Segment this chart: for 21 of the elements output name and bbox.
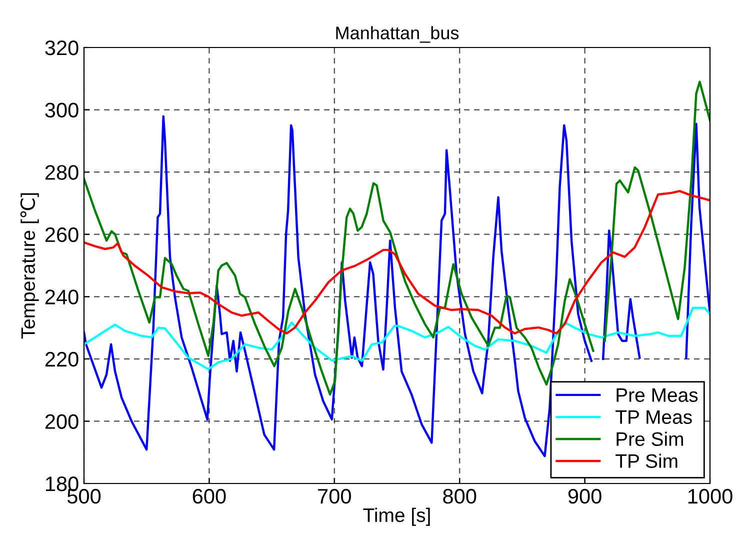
x-tick-label: 1000 (688, 488, 732, 504)
line-series (84, 190, 710, 334)
y-tick-label: 200 (45, 414, 78, 429)
legend-label: Pre Sim (616, 432, 683, 446)
y-axis-title: Temperature [℃] (20, 193, 39, 339)
y-tick-label: 320 (45, 40, 78, 56)
legend-label: TP Meas (616, 410, 692, 424)
y-tick-label: 280 (45, 165, 78, 180)
line-series (84, 306, 710, 370)
chart-title: Manhattan_bus (336, 26, 459, 43)
y-tick-label: 260 (45, 227, 78, 242)
x-tick-label: 700 (318, 488, 351, 504)
x-axis-title: Time [s] (363, 508, 430, 526)
legend-label: Pre Meas (616, 388, 698, 402)
x-tick-label: 600 (192, 488, 226, 504)
legend-label: TP Sim (616, 454, 678, 468)
x-tick-label: 800 (443, 488, 476, 504)
x-tick-label: 900 (568, 488, 602, 504)
y-tick-label: 240 (45, 290, 78, 304)
y-tick-label: 300 (45, 102, 78, 118)
y-tick-label: 220 (45, 352, 78, 367)
